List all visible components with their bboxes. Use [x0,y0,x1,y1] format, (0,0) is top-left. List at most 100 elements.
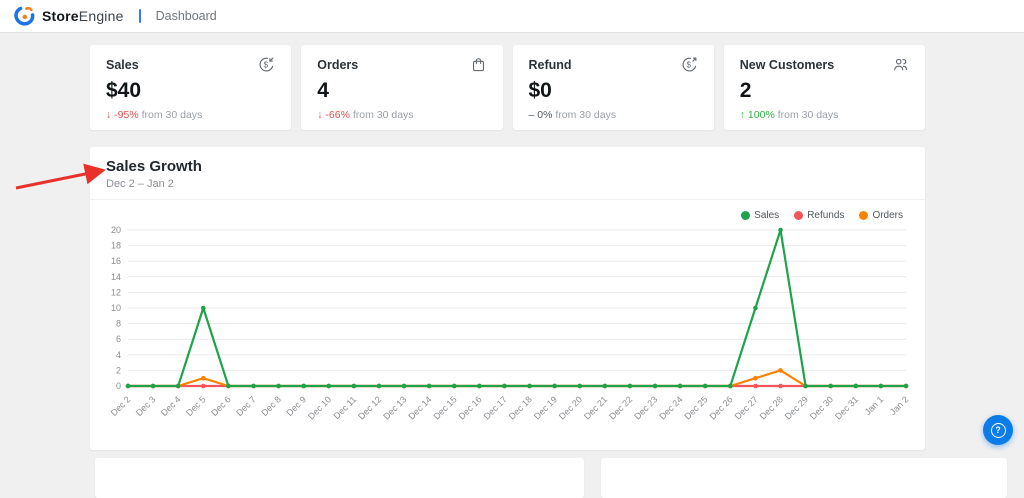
svg-text:Dec 29: Dec 29 [783,394,810,421]
stat-delta-suffix: from 30 days [141,109,203,121]
stat-card-orders: Orders 4 ↓ -66% from 30 days [301,45,503,130]
svg-text:Jan 2: Jan 2 [888,394,911,417]
stat-delta-change: ↓ -66% [317,109,350,121]
svg-text:Dec 16: Dec 16 [457,394,484,421]
stat-delta-change: ↑ 100% [739,109,775,121]
top-bar: Store Engine Dashboard [0,0,1024,33]
stat-value: $0 [528,79,552,102]
svg-text:Dec 8: Dec 8 [259,394,283,418]
stat-delta: – 0% from 30 days [529,109,698,121]
users-icon [892,56,909,73]
svg-text:0: 0 [116,381,121,391]
legend-item-refunds[interactable]: Refunds [794,210,844,221]
sales-growth-card: Sales Growth Dec 2 – Jan 2 Sales Refunds O… [90,147,925,450]
stat-delta: ↓ -95% from 30 days [106,109,275,121]
legend-dot [859,210,869,220]
svg-text:Dec 6: Dec 6 [209,394,233,418]
legend-label: Refunds [807,209,845,221]
sales-growth-header: Sales Growth Dec 2 – Jan 2 [90,147,925,200]
help-icon: ? [990,422,1006,438]
svg-text:Dec 27: Dec 27 [733,394,760,421]
chart-legend: Sales Refunds Orders [100,206,913,224]
svg-text:4: 4 [116,350,121,360]
svg-text:Dec 2: Dec 2 [109,394,133,418]
svg-text:$: $ [264,60,269,69]
storeengine-logo[interactable]: Store Engine [14,6,124,27]
svg-text:Dec 13: Dec 13 [381,394,408,421]
svg-text:18: 18 [111,241,121,251]
stat-card-sales: Sales $ $40 ↓ -95% from 30 days [90,45,292,130]
svg-text:Dec 31: Dec 31 [833,394,860,421]
stat-label: Refund [528,57,572,72]
stat-delta-change: ↓ -95% [106,109,139,121]
svg-text:Dec 21: Dec 21 [582,394,609,421]
stat-delta-suffix: from 30 days [777,109,839,121]
stats-row: Sales $ $40 ↓ -95% from 30 days Orders [90,45,925,130]
refund-icon: $ [681,56,698,73]
svg-text:$: $ [686,60,691,69]
svg-text:Dec 19: Dec 19 [532,394,559,421]
legend-item-orders[interactable]: Orders [859,210,903,221]
legend-label: Orders [872,209,903,221]
brand-name-bold: Store [42,8,79,24]
legend-dot [741,210,751,220]
stat-value: 2 [739,79,752,102]
legend-dot [794,210,804,220]
svg-text:Dec 3: Dec 3 [134,394,158,418]
partial-card-right [601,458,1007,498]
svg-text:8: 8 [116,319,121,329]
svg-text:Dec 15: Dec 15 [431,394,458,421]
svg-text:Jan 1: Jan 1 [863,394,886,417]
svg-text:Dec 11: Dec 11 [332,394,359,421]
stat-delta: ↓ -66% from 30 days [317,109,486,121]
svg-text:Dec 5: Dec 5 [184,394,208,418]
svg-text:14: 14 [111,272,121,282]
svg-text:Dec 17: Dec 17 [482,394,509,421]
svg-text:12: 12 [111,287,121,297]
svg-text:Dec 9: Dec 9 [284,394,308,418]
legend-item-sales[interactable]: Sales [741,210,779,221]
sales-growth-date-range: Dec 2 – Jan 2 [106,178,174,190]
stat-delta-change: – 0% [528,109,553,121]
storeengine-logo-icon [14,6,35,26]
svg-text:Dec 10: Dec 10 [306,394,333,421]
stat-delta: ↑ 100% from 30 days [740,109,909,121]
partial-card-left [95,458,584,498]
svg-text:2: 2 [116,365,121,375]
svg-text:Dec 24: Dec 24 [657,394,684,421]
svg-text:Dec 12: Dec 12 [356,394,383,421]
svg-text:Dec 30: Dec 30 [808,394,835,421]
legend-label: Sales [754,209,780,221]
stat-label: Sales [106,57,139,72]
sales-income-icon: $ [258,56,275,73]
help-button[interactable]: ? [983,415,1013,445]
svg-text:Dec 14: Dec 14 [406,394,433,421]
svg-text:Dec 26: Dec 26 [707,394,734,421]
svg-text:10: 10 [111,303,121,313]
svg-text:Dec 28: Dec 28 [758,394,785,421]
stat-card-refund: Refund $ $0 – 0% from 30 days [512,45,714,130]
stat-card-new-customers: New Customers 2 ↑ 100% from 30 days [723,45,925,130]
svg-text:Dec 25: Dec 25 [682,394,709,421]
chart-area: Sales Refunds Orders 0 2 4 6 8 10 12 14 16 18 20 Dec … [90,200,925,448]
svg-text:Dec 23: Dec 23 [632,394,659,421]
stat-label: Orders [317,57,359,72]
stat-value: 4 [317,79,329,102]
svg-text:20: 20 [111,225,121,235]
svg-text:Dec 7: Dec 7 [234,394,258,418]
svg-text:Dec 20: Dec 20 [557,394,584,421]
svg-text:Dec 18: Dec 18 [507,394,534,421]
svg-text:6: 6 [116,334,121,344]
stat-delta-suffix: from 30 days [352,109,414,121]
stat-label: New Customers [739,57,835,72]
svg-text:Dec 22: Dec 22 [607,394,634,421]
topbar-separator [138,9,141,23]
shopping-bag-icon [470,56,487,73]
sales-growth-title: Sales Growth [106,158,202,175]
stat-value: $40 [106,79,142,102]
svg-text:Dec 4: Dec 4 [159,394,183,418]
breadcrumb-dashboard[interactable]: Dashboard [155,9,217,23]
stat-delta-suffix: from 30 days [555,109,617,121]
svg-text:16: 16 [111,256,121,266]
